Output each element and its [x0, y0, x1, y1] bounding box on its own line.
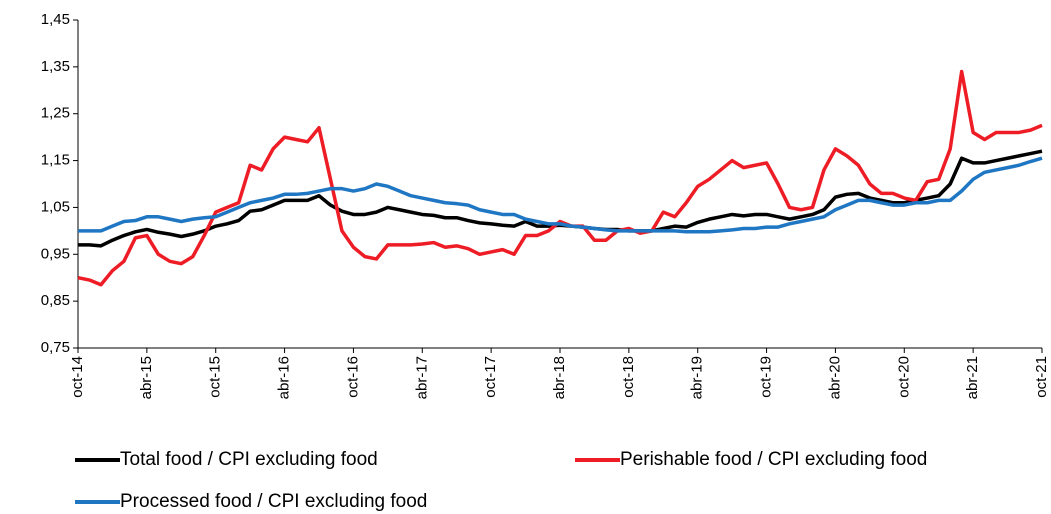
y-tick-label: 0,75 [41, 339, 70, 356]
y-tick-label: 0,95 [41, 245, 70, 262]
x-tick-label: oct-16 [344, 356, 361, 398]
x-tick-label: oct-20 [895, 356, 912, 398]
y-tick-label: 1,05 [41, 198, 70, 215]
x-tick-label: abr-21 [964, 356, 981, 399]
y-tick-label: 1,45 [41, 11, 70, 28]
legend-label: Total food / CPI excluding food [120, 449, 378, 470]
legend-label: Perishable food / CPI excluding food [620, 449, 927, 470]
legend: Total food / CPI excluding food Perishabl… [75, 449, 927, 512]
x-tick-label: oct-14 [69, 356, 86, 398]
x-tick-label: oct-19 [758, 356, 775, 398]
x-tick-label: oct-15 [207, 356, 224, 398]
y-tick-label: 0,85 [41, 292, 70, 309]
x-tick-label: abr-18 [551, 356, 568, 399]
series-line [78, 149, 1043, 248]
y-tick-label: 1,25 [41, 105, 70, 122]
x-tick-label: abr-15 [138, 356, 155, 399]
y-tick-label: 1,15 [41, 152, 70, 169]
x-tick-label: oct-21 [1033, 356, 1050, 398]
x-tick-label: abr-20 [826, 356, 843, 399]
series-line [77, 69, 1043, 287]
x-tick-label: abr-16 [276, 356, 293, 399]
series-line [78, 156, 1043, 234]
y-tick-label: 1,35 [41, 58, 70, 75]
x-tick-label: abr-19 [689, 356, 706, 399]
legend-label: Processed food / CPI excluding food [120, 491, 427, 512]
x-tick-label: abr-17 [413, 356, 430, 399]
x-tick-label: oct-18 [620, 356, 637, 398]
x-tick-label: oct-17 [482, 356, 499, 398]
